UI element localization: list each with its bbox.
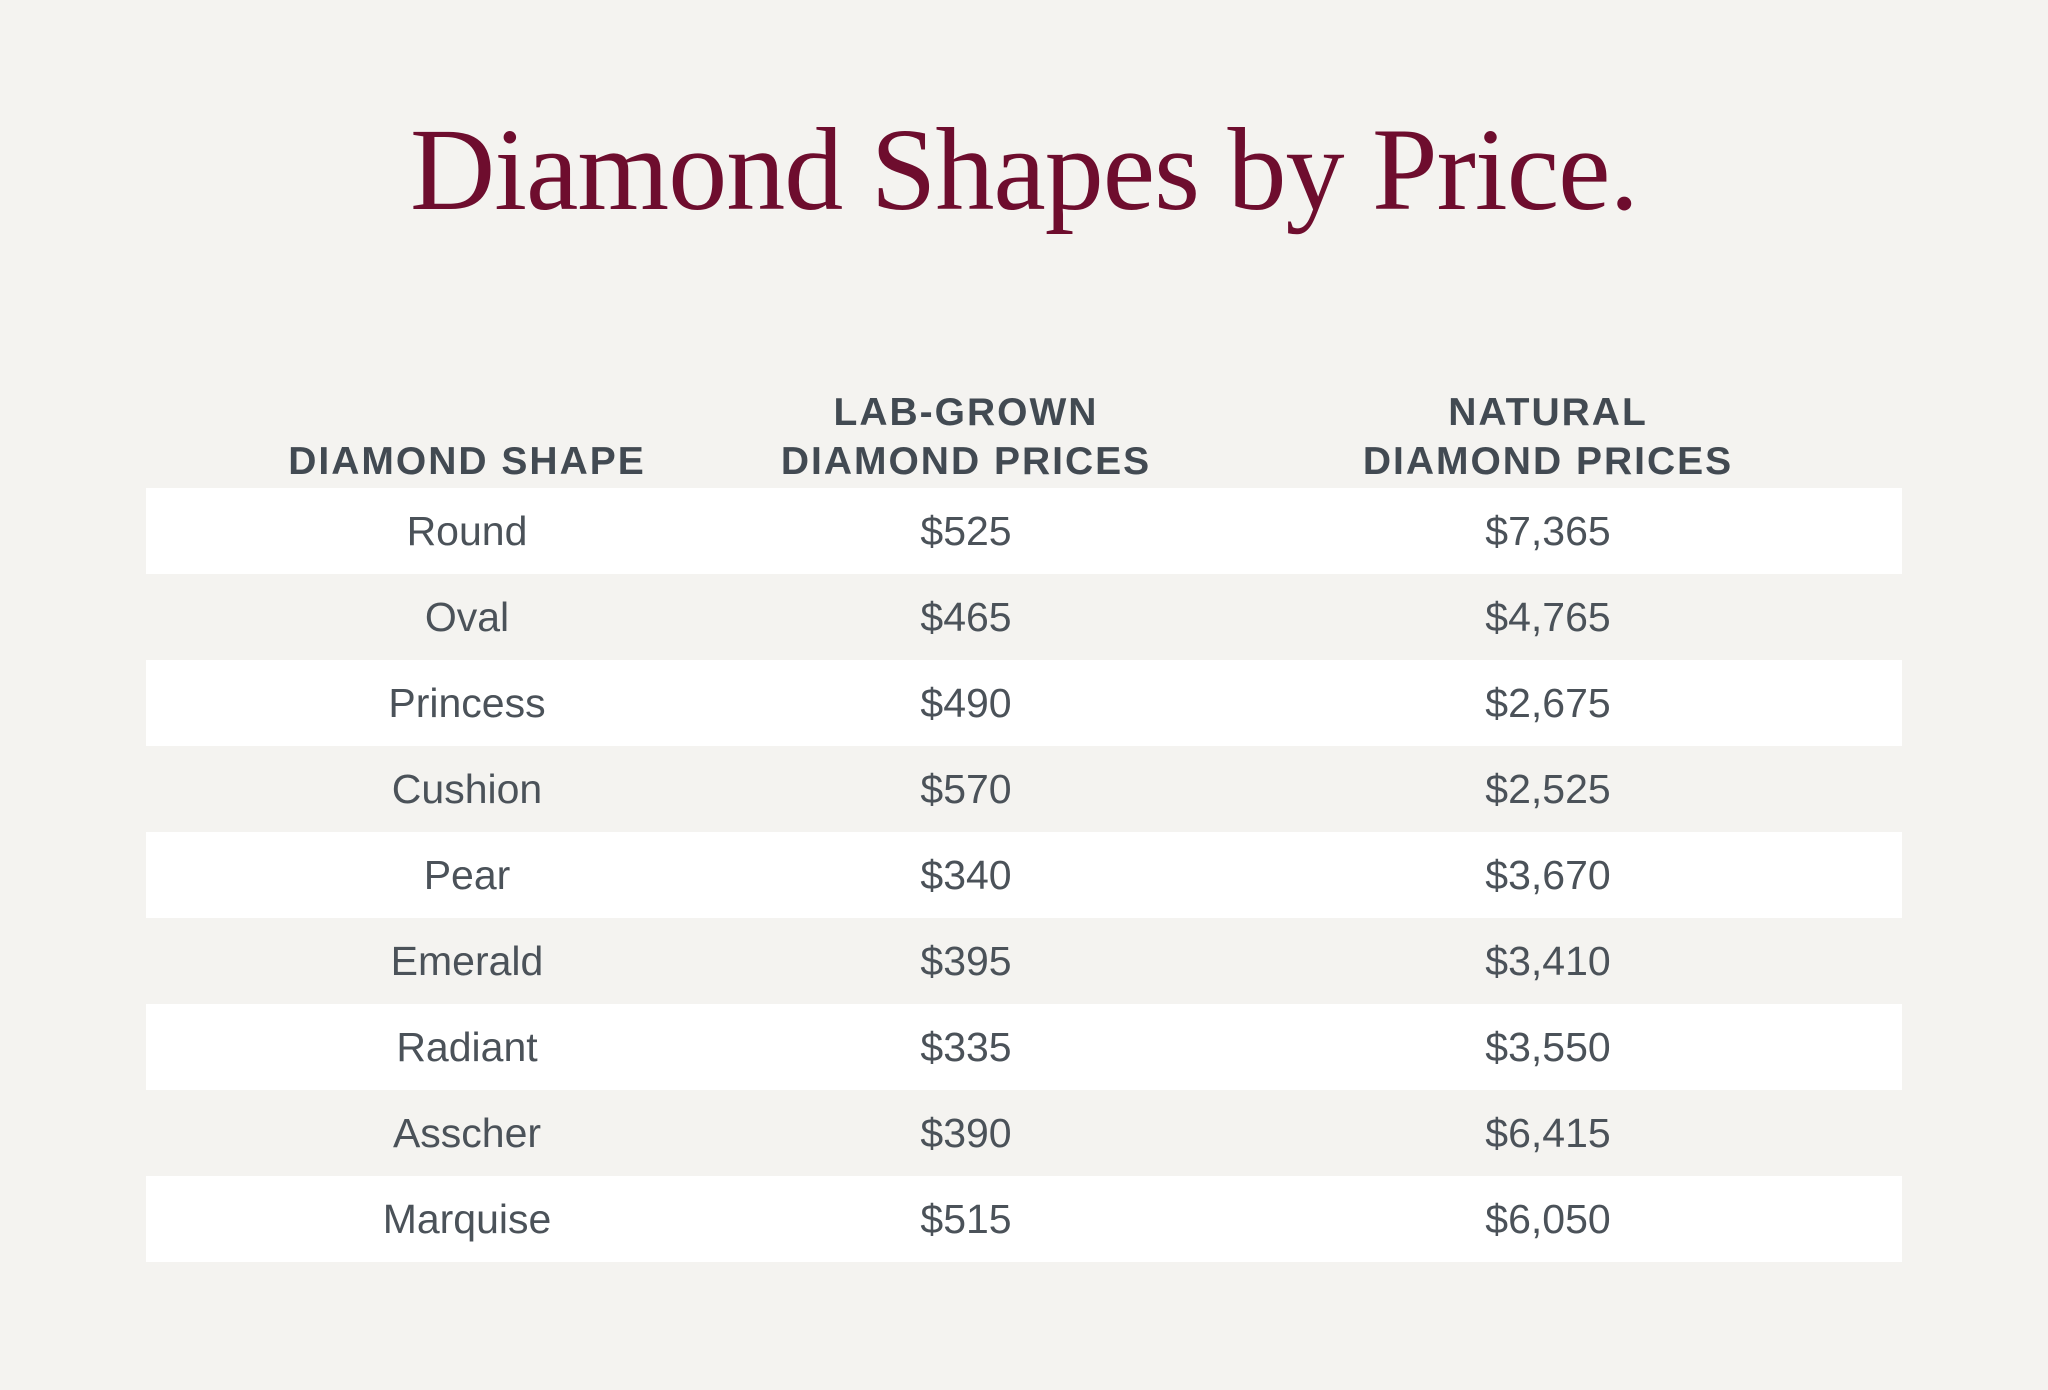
lab-grown-price-cell: $395 <box>920 938 1012 984</box>
header-line: DIAMOND PRICES <box>780 440 1152 483</box>
header-line: DIAMOND PRICES <box>1362 440 1734 483</box>
shape-cell: Emerald <box>390 938 544 984</box>
table-row: Asscher $390 $6,415 <box>146 1090 1902 1176</box>
header-line: LAB-GROWN <box>833 391 1099 434</box>
lab-grown-price-cell: $335 <box>920 1024 1012 1070</box>
shape-cell: Oval <box>424 594 510 640</box>
shape-cell: Princess <box>388 680 546 726</box>
table-row: Radiant $335 $3,550 <box>146 1004 1902 1090</box>
natural-price-cell: $6,050 <box>1485 1196 1611 1242</box>
natural-price-cell: $3,550 <box>1485 1024 1611 1070</box>
table-row: Princess $490 $2,675 <box>146 660 1902 746</box>
shape-cell: Cushion <box>391 766 543 812</box>
header-natural-prices: NATURAL DIAMOND PRICES <box>1314 388 1782 486</box>
table-row: Cushion $570 $2,525 <box>146 746 1902 832</box>
natural-price-cell: $2,675 <box>1485 680 1611 726</box>
lab-grown-price-cell: $525 <box>920 508 1012 554</box>
table-row: Round $525 $7,365 <box>146 488 1902 574</box>
lab-grown-price-cell: $340 <box>920 852 1012 898</box>
shape-cell: Pear <box>423 852 511 898</box>
shape-cell: Marquise <box>382 1196 552 1242</box>
table-header: DIAMOND SHAPE LAB-GROWN DIAMOND PRICES N… <box>146 320 1902 486</box>
lab-grown-price-cell: $465 <box>920 594 1012 640</box>
natural-price-cell: $7,365 <box>1485 508 1611 554</box>
header-line: DIAMOND SHAPE <box>288 440 646 483</box>
lab-grown-price-cell: $515 <box>920 1196 1012 1242</box>
natural-price-cell: $3,670 <box>1485 852 1611 898</box>
header-diamond-shape: DIAMOND SHAPE <box>146 437 788 486</box>
natural-price-cell: $3,410 <box>1485 938 1611 984</box>
shape-cell: Asscher <box>392 1110 542 1156</box>
shape-cell: Round <box>406 508 528 554</box>
page-title: Diamond Shapes by Price. <box>410 104 1639 235</box>
natural-price-cell: $2,525 <box>1485 766 1611 812</box>
table-row: Pear $340 $3,670 <box>146 832 1902 918</box>
price-table: DIAMOND SHAPE LAB-GROWN DIAMOND PRICES N… <box>146 320 1902 1262</box>
lab-grown-price-cell: $570 <box>920 766 1012 812</box>
natural-price-cell: $6,415 <box>1485 1110 1611 1156</box>
lab-grown-price-cell: $490 <box>920 680 1012 726</box>
table-row: Emerald $395 $3,410 <box>146 918 1902 1004</box>
table-row: Marquise $515 $6,050 <box>146 1176 1902 1262</box>
shape-cell: Radiant <box>396 1024 538 1070</box>
header-lab-grown-prices: LAB-GROWN DIAMOND PRICES <box>732 388 1200 486</box>
table-row: Oval $465 $4,765 <box>146 574 1902 660</box>
lab-grown-price-cell: $390 <box>920 1110 1012 1156</box>
table-body: Round $525 $7,365 Oval $465 $4,765 Princess $49… <box>146 488 1902 1262</box>
header-line: NATURAL <box>1448 391 1648 434</box>
natural-price-cell: $4,765 <box>1485 594 1611 640</box>
